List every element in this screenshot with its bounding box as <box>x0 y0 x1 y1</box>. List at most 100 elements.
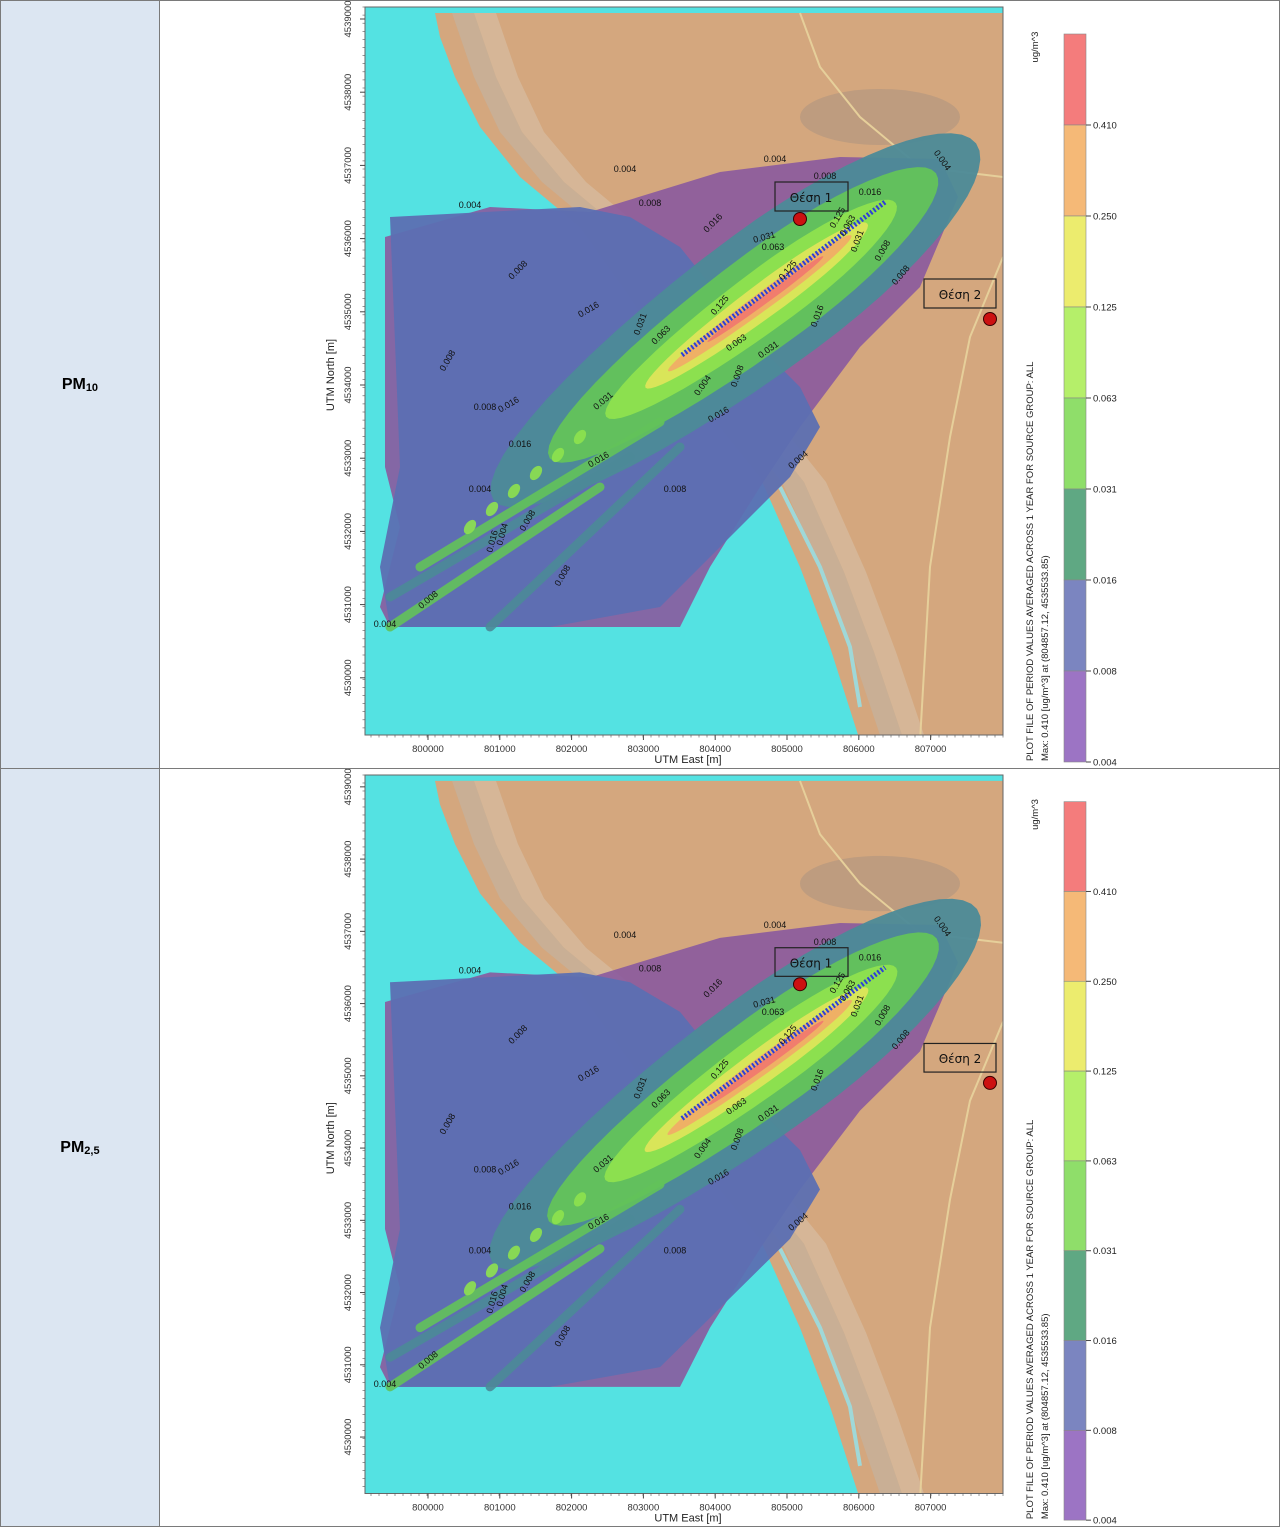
plot-caption-max: Max: 0.410 [ug/m^3] at (804857.12, 45355… <box>1040 1313 1051 1519</box>
y-tick-label: 4531000 <box>343 586 354 623</box>
y-tick-label: 4530000 <box>343 1419 354 1456</box>
coastal-band <box>473 13 924 735</box>
y-axis-label: UTM North [m] <box>325 1102 337 1174</box>
legend-level-label: 0.125 <box>1093 1067 1117 1078</box>
point-2-marker <box>982 1075 997 1090</box>
legend-level-label: 0.016 <box>1093 1336 1117 1347</box>
x-tick-label: 806000 <box>843 1503 875 1514</box>
x-tick-label: 800000 <box>412 1503 444 1514</box>
contour-0.410 <box>707 256 824 342</box>
point-2-label: Θέση 2 <box>939 288 982 302</box>
y-tick-label: 4531000 <box>343 1346 354 1383</box>
legend-level-label: 0.063 <box>1093 1156 1117 1167</box>
y-tick-label: 4539000 <box>343 769 354 805</box>
wake-blob <box>573 429 587 445</box>
legend-unit: ug/m^3 <box>1030 799 1041 830</box>
legend-level-label: 0.004 <box>1093 758 1117 769</box>
y-tick-label: 4534000 <box>343 367 354 404</box>
y-tick-label: 4533000 <box>343 440 354 477</box>
x-tick-label: 802000 <box>556 744 588 755</box>
wake-blob <box>529 465 543 481</box>
x-tick-label: 800000 <box>412 744 444 755</box>
y-tick-label: 4535000 <box>343 1057 354 1094</box>
wake-blob <box>463 519 477 535</box>
contour-label: 0.004 <box>374 619 397 629</box>
contour-label: 0.004 <box>764 154 787 164</box>
contour-label: 0.008 <box>474 402 497 412</box>
legend-swatch <box>1063 579 1087 672</box>
legend-swatch <box>1063 1070 1087 1162</box>
y-tick-label: 4537000 <box>343 147 354 184</box>
legend-swatch <box>1063 1250 1087 1341</box>
contour-label: 0.016 <box>859 953 882 963</box>
plume-streak <box>485 1204 685 1392</box>
contour-label: 0.004 <box>374 1379 397 1389</box>
point-1-label-box <box>774 947 849 977</box>
point-2-label: Θέση 2 <box>939 1052 982 1066</box>
legend-level-label: 0.250 <box>1093 977 1117 988</box>
map-frame <box>364 774 1004 1495</box>
contour-label: 0.004 <box>459 965 482 975</box>
point-1-label-box <box>774 181 849 212</box>
x-tick-label: 805000 <box>771 1503 803 1514</box>
y-tick-label: 4532000 <box>343 513 354 550</box>
wake-blob <box>551 1210 564 1225</box>
road-line <box>919 256 1003 735</box>
coastal-band <box>451 13 902 735</box>
contour-label: 0.004 <box>469 1246 492 1256</box>
x-axis-label: UTM East [m] <box>654 754 721 766</box>
map-frame <box>364 6 1004 736</box>
legend-level-label: 0.063 <box>1093 394 1117 405</box>
wake-blob <box>529 1227 542 1242</box>
coastal-band <box>451 780 902 1494</box>
y-tick-label: 4536000 <box>343 985 354 1022</box>
point-1-label: Θέση 1 <box>790 956 833 970</box>
plot-caption-title: PLOT FILE OF PERIOD VALUES AVERAGED ACRO… <box>1025 362 1036 761</box>
wake-blob <box>507 1245 520 1260</box>
plume-streak <box>415 417 665 572</box>
legend-swatch <box>1063 1430 1087 1521</box>
point-2-label-box <box>923 278 997 309</box>
point-1-label: Θέση 1 <box>790 191 833 205</box>
contour-label: 0.008 <box>814 171 837 181</box>
contour-label: 0.008 <box>639 963 662 973</box>
legend-level-label: 0.016 <box>1093 576 1117 587</box>
legend-swatch <box>1063 397 1087 490</box>
pollutant-cell: PM2,5 <box>0 768 160 1527</box>
contour-label: 0.004 <box>614 164 637 174</box>
legend-level-label: 0.031 <box>1093 1246 1117 1257</box>
contour-label: 0.004 <box>764 920 787 930</box>
contour-label: 0.008 <box>639 198 662 208</box>
contour-label: 0.004 <box>469 484 492 494</box>
x-tick-label: 802000 <box>556 1503 588 1514</box>
figure-cell: 0.004 0.004 0.004 0.004 0.004 0.004 0.004 0.004… <box>158 0 1280 769</box>
legend-level-label: 0.008 <box>1093 667 1117 678</box>
legend-swatch <box>1063 1160 1087 1252</box>
point-1-marker <box>792 977 807 992</box>
y-tick-label: 4538000 <box>343 74 354 111</box>
figure-cell: 0.004 0.004 0.004 0.004 0.004 0.004 0.004 0.004… <box>158 768 1280 1527</box>
legend-level-label: 0.125 <box>1093 303 1117 314</box>
plume-streak <box>385 482 605 632</box>
contour-label: 0.016 <box>509 1201 532 1211</box>
contour-label: 0.063 <box>762 1007 785 1017</box>
channel-line <box>778 486 862 708</box>
inland-basin <box>799 855 960 912</box>
x-axis-label: UTM East [m] <box>654 1513 721 1525</box>
y-tick-label: 4533000 <box>343 1202 354 1239</box>
point-2-marker <box>982 312 997 326</box>
legend-swatch <box>1063 891 1087 982</box>
wake-blob <box>551 447 565 463</box>
channel-line <box>778 1247 862 1467</box>
plume-streak <box>415 1180 665 1333</box>
table-row: PM2,5 0.004 0.004 0.004 0.004 0.004 0.004 0.00… <box>0 768 1280 1527</box>
legend-level-label: 0.410 <box>1093 887 1117 898</box>
legend-swatch <box>1063 33 1087 126</box>
y-tick-label: 4530000 <box>343 659 354 696</box>
contour-0.410 <box>706 1020 824 1106</box>
road-line <box>919 1021 1003 1494</box>
plume-streak <box>385 1214 635 1362</box>
inland-basin <box>799 89 960 145</box>
